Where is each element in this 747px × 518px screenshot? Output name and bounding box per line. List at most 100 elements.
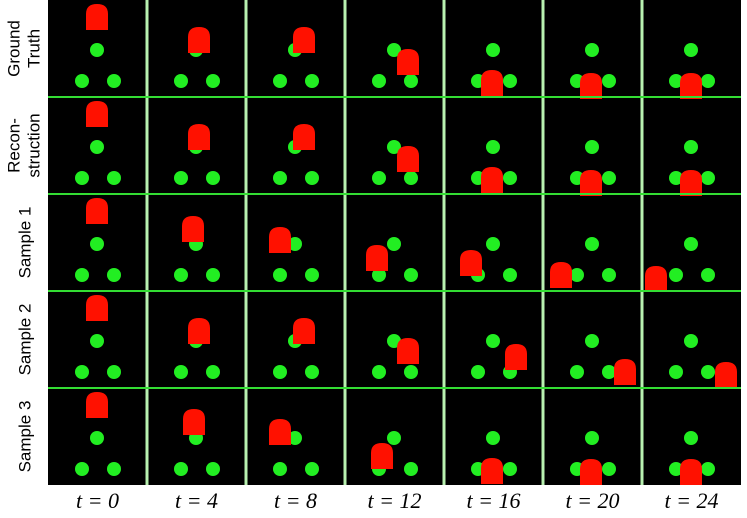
frame bbox=[570, 43, 616, 99]
green-ball bbox=[503, 268, 517, 282]
green-ball bbox=[206, 462, 220, 476]
green-ball bbox=[206, 74, 220, 88]
green-ball bbox=[585, 237, 599, 251]
green-ball bbox=[273, 462, 287, 476]
column-label: t = 20 bbox=[566, 488, 620, 513]
green-ball bbox=[107, 171, 121, 185]
frame bbox=[269, 227, 319, 282]
frame bbox=[75, 392, 121, 476]
red-object bbox=[366, 245, 388, 271]
frame bbox=[460, 237, 517, 282]
red-object bbox=[580, 170, 602, 196]
red-object bbox=[481, 458, 503, 484]
red-object bbox=[86, 295, 108, 321]
red-object bbox=[188, 318, 210, 344]
frame bbox=[273, 27, 319, 88]
frame bbox=[645, 237, 715, 292]
green-ball bbox=[503, 462, 517, 476]
frame bbox=[75, 198, 121, 282]
green-ball bbox=[107, 462, 121, 476]
green-ball bbox=[90, 237, 104, 251]
column-label: t = 4 bbox=[175, 488, 218, 513]
green-ball bbox=[503, 74, 517, 88]
green-ball bbox=[174, 462, 188, 476]
green-ball bbox=[570, 365, 584, 379]
column-label: t = 24 bbox=[665, 488, 719, 513]
green-ball bbox=[684, 431, 698, 445]
green-ball bbox=[75, 268, 89, 282]
green-ball bbox=[570, 268, 584, 282]
red-object bbox=[645, 266, 667, 292]
frame bbox=[174, 124, 220, 185]
green-ball bbox=[486, 43, 500, 57]
green-ball bbox=[387, 140, 401, 154]
green-ball bbox=[585, 431, 599, 445]
column-label: t = 12 bbox=[368, 488, 422, 513]
red-object bbox=[293, 27, 315, 53]
green-ball bbox=[372, 365, 386, 379]
red-object bbox=[680, 170, 702, 196]
green-ball bbox=[684, 237, 698, 251]
frame bbox=[669, 334, 737, 388]
frame bbox=[269, 419, 319, 476]
green-ball bbox=[372, 74, 386, 88]
green-ball bbox=[404, 74, 418, 88]
green-ball bbox=[174, 268, 188, 282]
row-label: Sample 2 bbox=[15, 304, 34, 376]
row-label: Truth bbox=[24, 29, 43, 68]
green-ball bbox=[684, 140, 698, 154]
red-object bbox=[371, 443, 393, 469]
green-ball bbox=[387, 431, 401, 445]
red-object bbox=[397, 146, 419, 172]
green-ball bbox=[90, 431, 104, 445]
green-ball bbox=[206, 171, 220, 185]
red-object bbox=[481, 167, 503, 193]
green-ball bbox=[305, 171, 319, 185]
row-label: Sample 1 bbox=[15, 207, 34, 279]
row-label: Recon- bbox=[4, 118, 23, 173]
frame bbox=[570, 431, 616, 485]
red-object bbox=[86, 198, 108, 224]
green-ball bbox=[288, 237, 302, 251]
frame bbox=[75, 101, 121, 185]
green-ball bbox=[669, 462, 683, 476]
frame bbox=[669, 431, 715, 485]
red-object bbox=[550, 262, 572, 288]
red-object bbox=[580, 73, 602, 99]
red-object bbox=[481, 70, 503, 96]
green-ball bbox=[75, 365, 89, 379]
red-object bbox=[715, 362, 737, 388]
red-object bbox=[397, 49, 419, 75]
green-ball bbox=[174, 365, 188, 379]
red-object bbox=[86, 4, 108, 30]
red-object bbox=[188, 27, 210, 53]
green-ball bbox=[404, 171, 418, 185]
green-ball bbox=[585, 334, 599, 348]
green-ball bbox=[90, 334, 104, 348]
red-object bbox=[269, 419, 291, 445]
green-ball bbox=[273, 74, 287, 88]
green-ball bbox=[503, 171, 517, 185]
green-ball bbox=[701, 268, 715, 282]
frame bbox=[75, 4, 121, 88]
frame bbox=[471, 431, 517, 484]
green-ball bbox=[684, 334, 698, 348]
frame bbox=[471, 334, 527, 379]
red-object bbox=[293, 124, 315, 150]
column-label: t = 16 bbox=[467, 488, 521, 513]
frame bbox=[174, 216, 220, 282]
frame bbox=[366, 237, 418, 282]
green-ball bbox=[75, 74, 89, 88]
green-ball bbox=[669, 171, 683, 185]
frame bbox=[273, 318, 319, 379]
green-ball bbox=[602, 74, 616, 88]
green-ball bbox=[273, 268, 287, 282]
green-ball bbox=[107, 74, 121, 88]
column-label: t = 8 bbox=[274, 488, 317, 513]
green-ball bbox=[684, 43, 698, 57]
frame bbox=[174, 27, 220, 88]
green-ball bbox=[75, 462, 89, 476]
frame bbox=[75, 295, 121, 379]
red-object bbox=[269, 227, 291, 253]
